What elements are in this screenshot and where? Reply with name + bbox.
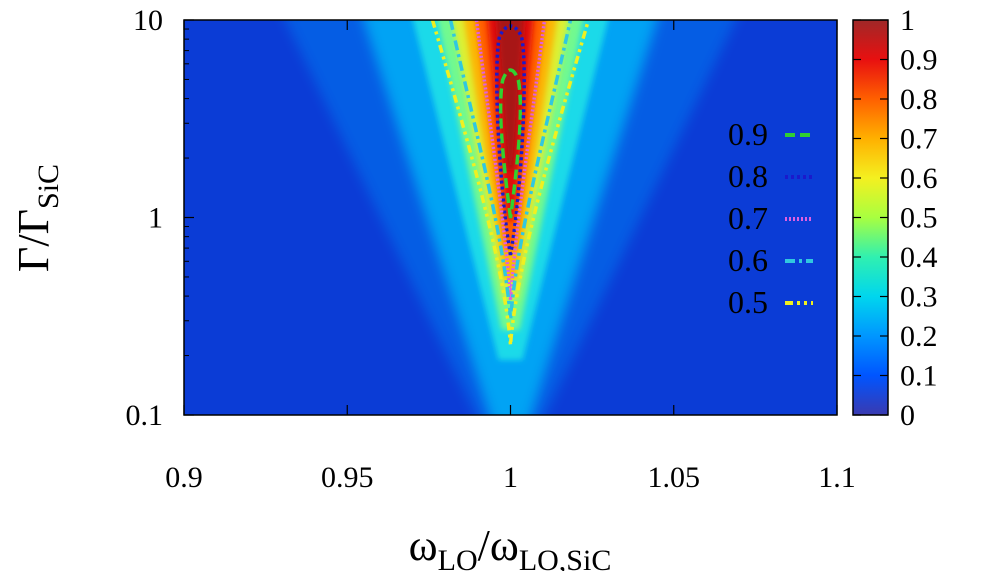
colorbar-tick-label: 0.4 [900, 241, 938, 274]
heat-band [497, 20, 524, 170]
x-tick-label: 0.9 [165, 461, 203, 494]
colorbar-tick-label: 0.8 [900, 83, 938, 116]
plot-area [184, 20, 837, 415]
legend-label: 0.8 [728, 158, 768, 194]
y-axis-ticks: 0.1 1 10 [126, 4, 194, 432]
legend-label: 0.6 [728, 242, 768, 278]
y-tick-label: 0.1 [126, 399, 164, 432]
colorbar-tick-label: 0.1 [900, 360, 938, 393]
x-tick-label: 1 [503, 461, 518, 494]
x-axis-title: ωLO/ωLO,SiC [409, 521, 612, 571]
x-tick-label: 1.1 [818, 461, 856, 494]
y-tick-label: 10 [133, 4, 163, 37]
x-tick-label: 0.95 [321, 461, 374, 494]
colorbar-tick-label: 0.6 [900, 162, 938, 195]
colorbar-tick-label: 0 [900, 399, 915, 432]
colorbar-tick-label: 0.9 [900, 44, 938, 77]
colorbar-ticks: 0 0.1 0.2 0.3 0.4 0.5 0.6 0.7 0.8 0.9 1 [853, 4, 938, 432]
legend-label: 0.5 [728, 284, 768, 320]
legend-label: 0.9 [728, 116, 768, 152]
contour-0.9 [498, 68, 523, 219]
legend-label: 0.7 [728, 200, 768, 236]
x-axis-ticks: 0.9 0.95 1 1.05 1.1 [165, 20, 856, 494]
colorbar-tick-label: 0.2 [900, 320, 938, 353]
contour-0.7 [474, 20, 547, 301]
contour-0.6 [448, 20, 573, 321]
colorbar-tick-label: 0.3 [900, 281, 938, 314]
y-tick-label: 1 [148, 202, 163, 235]
colorbar-tick-label: 0.7 [900, 123, 938, 156]
contour-legend: 0.9 0.8 0.7 0.6 0.5 [728, 116, 813, 320]
colorbar-tick-label: 0.5 [900, 202, 938, 235]
y-axis-title: Γ/ΓSiC [9, 164, 65, 272]
contour-0.5 [430, 20, 591, 346]
x-tick-label: 1.05 [648, 461, 701, 494]
colorbar-tick-label: 1 [900, 4, 915, 37]
